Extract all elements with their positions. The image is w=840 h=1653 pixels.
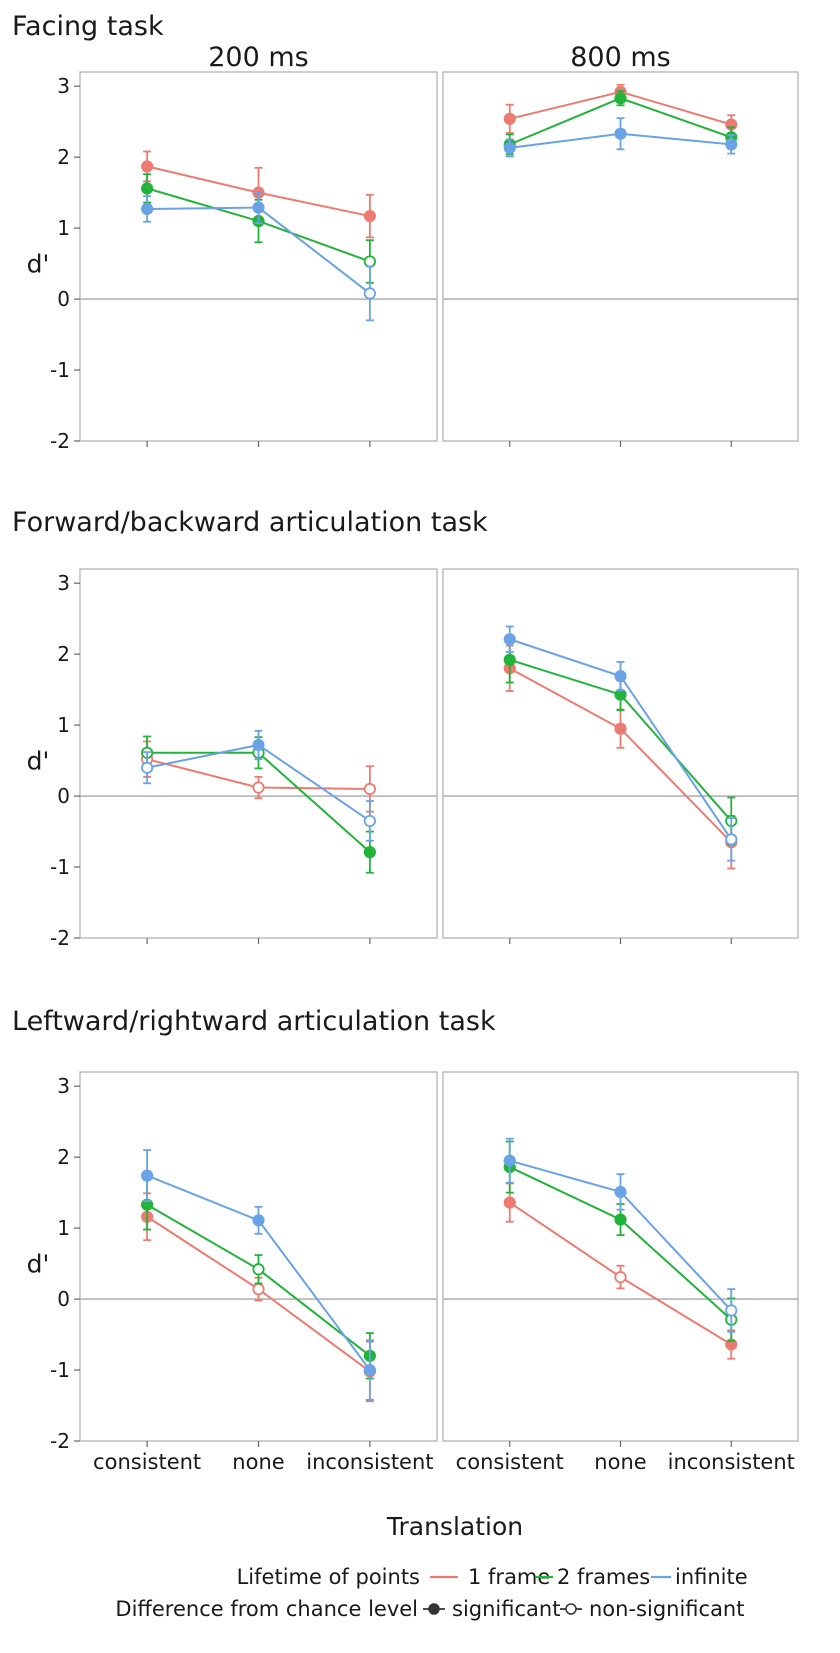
legend: Lifetime of points 1 frame 2 frames infi…	[115, 1565, 747, 1621]
series-infinite	[141, 191, 376, 322]
plot-area	[79, 71, 438, 442]
data-point-significant	[614, 670, 627, 683]
data-point-significant	[725, 138, 738, 151]
y-tick-label: 3	[57, 571, 70, 595]
legend-significance-row: Difference from chance level significant…	[115, 1597, 744, 1621]
task-title: Leftward/rightward articulation task	[12, 1006, 496, 1037]
series-infinite	[141, 729, 376, 842]
data-point-significant	[614, 1213, 627, 1226]
legend-non-significant-marker	[565, 1603, 577, 1615]
legend-item-significant: significant	[452, 1597, 560, 1621]
y-axis-title: d'	[27, 250, 50, 279]
data-point-significant	[503, 112, 516, 125]
x-tick-label: inconsistent	[668, 1450, 795, 1474]
data-point-non-significant	[363, 255, 376, 268]
y-tick-label: 2	[57, 642, 70, 666]
x-axis-title-group: Translation	[386, 1512, 523, 1541]
x-tick-label: none	[594, 1450, 646, 1474]
series-infinite	[141, 1149, 376, 1401]
y-tick-label: -2	[50, 1429, 70, 1453]
y-tick-label: 0	[57, 784, 70, 808]
data-point-significant	[252, 738, 265, 752]
series-infinite	[503, 625, 738, 862]
data-point-non-significant	[363, 287, 376, 300]
data-point-significant	[503, 1154, 516, 1167]
legend-significant-marker	[428, 1603, 440, 1615]
data-point-non-significant	[141, 761, 154, 774]
data-point-significant	[252, 201, 265, 214]
panel-facing-task-800-ms: 800 ms	[442, 42, 799, 447]
y-axis-title: d'	[27, 1250, 50, 1279]
data-point-significant	[363, 1363, 376, 1377]
task-title: Facing task	[12, 11, 164, 42]
data-point-non-significant	[363, 782, 376, 796]
y-axis-title: d'	[27, 747, 50, 776]
y-tick-label: 1	[57, 1216, 70, 1240]
data-point-significant	[503, 653, 516, 666]
legend-significance-title: Difference from chance level	[115, 1597, 418, 1621]
data-point-non-significant	[614, 1270, 627, 1284]
data-point-non-significant	[252, 1283, 265, 1296]
y-tick-label: 0	[57, 287, 70, 311]
y-tick-label: 1	[57, 713, 70, 737]
panel-forward-backward-articulation-task-800-ms	[442, 568, 799, 944]
legend-item-2-frames: 2 frames	[557, 1565, 650, 1589]
legend-lifetime-row: Lifetime of points 1 frame 2 frames infi…	[237, 1565, 748, 1589]
data-point-significant	[141, 182, 154, 195]
series-infinite	[503, 1137, 738, 1333]
y-tick-label: 0	[57, 1287, 70, 1311]
y-tick-label: -1	[50, 1358, 70, 1382]
y-tick-label: -2	[50, 926, 70, 950]
x-tick-label: consistent	[93, 1450, 201, 1474]
data-point-non-significant	[725, 1304, 738, 1317]
legend-item-non-significant: non-significant	[589, 1597, 744, 1621]
data-point-non-significant	[725, 833, 738, 846]
data-point-significant	[363, 209, 376, 223]
data-point-significant	[503, 1196, 516, 1209]
y-tick-label: 2	[57, 1145, 70, 1169]
panel-leftward-rightward-articulation-task-200-ms: Leftward/rightward articulation task d' -2…	[12, 1006, 496, 1474]
x-axis-title: Translation	[386, 1512, 523, 1541]
series-1-frame	[503, 83, 738, 135]
data-point-significant	[363, 846, 376, 859]
data-point-significant	[614, 92, 627, 105]
data-point-non-significant	[252, 1263, 265, 1276]
legend-lifetime-title: Lifetime of points	[237, 1565, 420, 1589]
data-point-significant	[614, 1185, 627, 1199]
data-point-significant	[614, 722, 627, 735]
panel-leftward-rightward-articulation-task-800-ms: consistent none inconsistent	[442, 1071, 799, 1474]
data-point-non-significant	[252, 781, 265, 794]
y-tick-label: -2	[50, 429, 70, 453]
panel-title: 800 ms	[570, 42, 671, 73]
panel-facing-task-200-ms: Facing task 200 ms d' -2 -1 0 1 2 3	[12, 11, 438, 453]
plot-area	[442, 1071, 799, 1442]
plot-area	[442, 568, 799, 939]
y-tick-label: 3	[57, 1074, 70, 1098]
data-point-significant	[141, 160, 154, 173]
x-tick-label: none	[232, 1450, 284, 1474]
data-point-non-significant	[363, 814, 376, 828]
task-title: Forward/backward articulation task	[12, 507, 488, 538]
data-point-significant	[141, 202, 154, 216]
series-infinite	[503, 117, 738, 158]
data-point-significant	[503, 141, 516, 155]
y-tick-label: -1	[50, 358, 70, 382]
x-tick-label: consistent	[456, 1450, 564, 1474]
panel-title: 200 ms	[208, 42, 309, 73]
data-point-significant	[141, 1169, 154, 1182]
data-point-significant	[252, 1214, 265, 1227]
data-point-significant	[503, 633, 516, 646]
y-tick-label: -1	[50, 855, 70, 879]
y-tick-label: 1	[57, 216, 70, 240]
x-tick-label: inconsistent	[306, 1450, 433, 1474]
legend-item-infinite: infinite	[675, 1565, 748, 1589]
y-tick-label: 2	[57, 145, 70, 169]
y-tick-label: 3	[57, 74, 70, 98]
series-1-frame	[503, 1182, 738, 1360]
panel-forward-backward-articulation-task-200-ms: Forward/backward articulation task d' -2 -1…	[12, 507, 488, 950]
data-point-significant	[614, 127, 627, 140]
chart-panels: Facing task 200 ms d' -2 -1 0 1 2 3 800 ms Forward…	[12, 11, 799, 1474]
